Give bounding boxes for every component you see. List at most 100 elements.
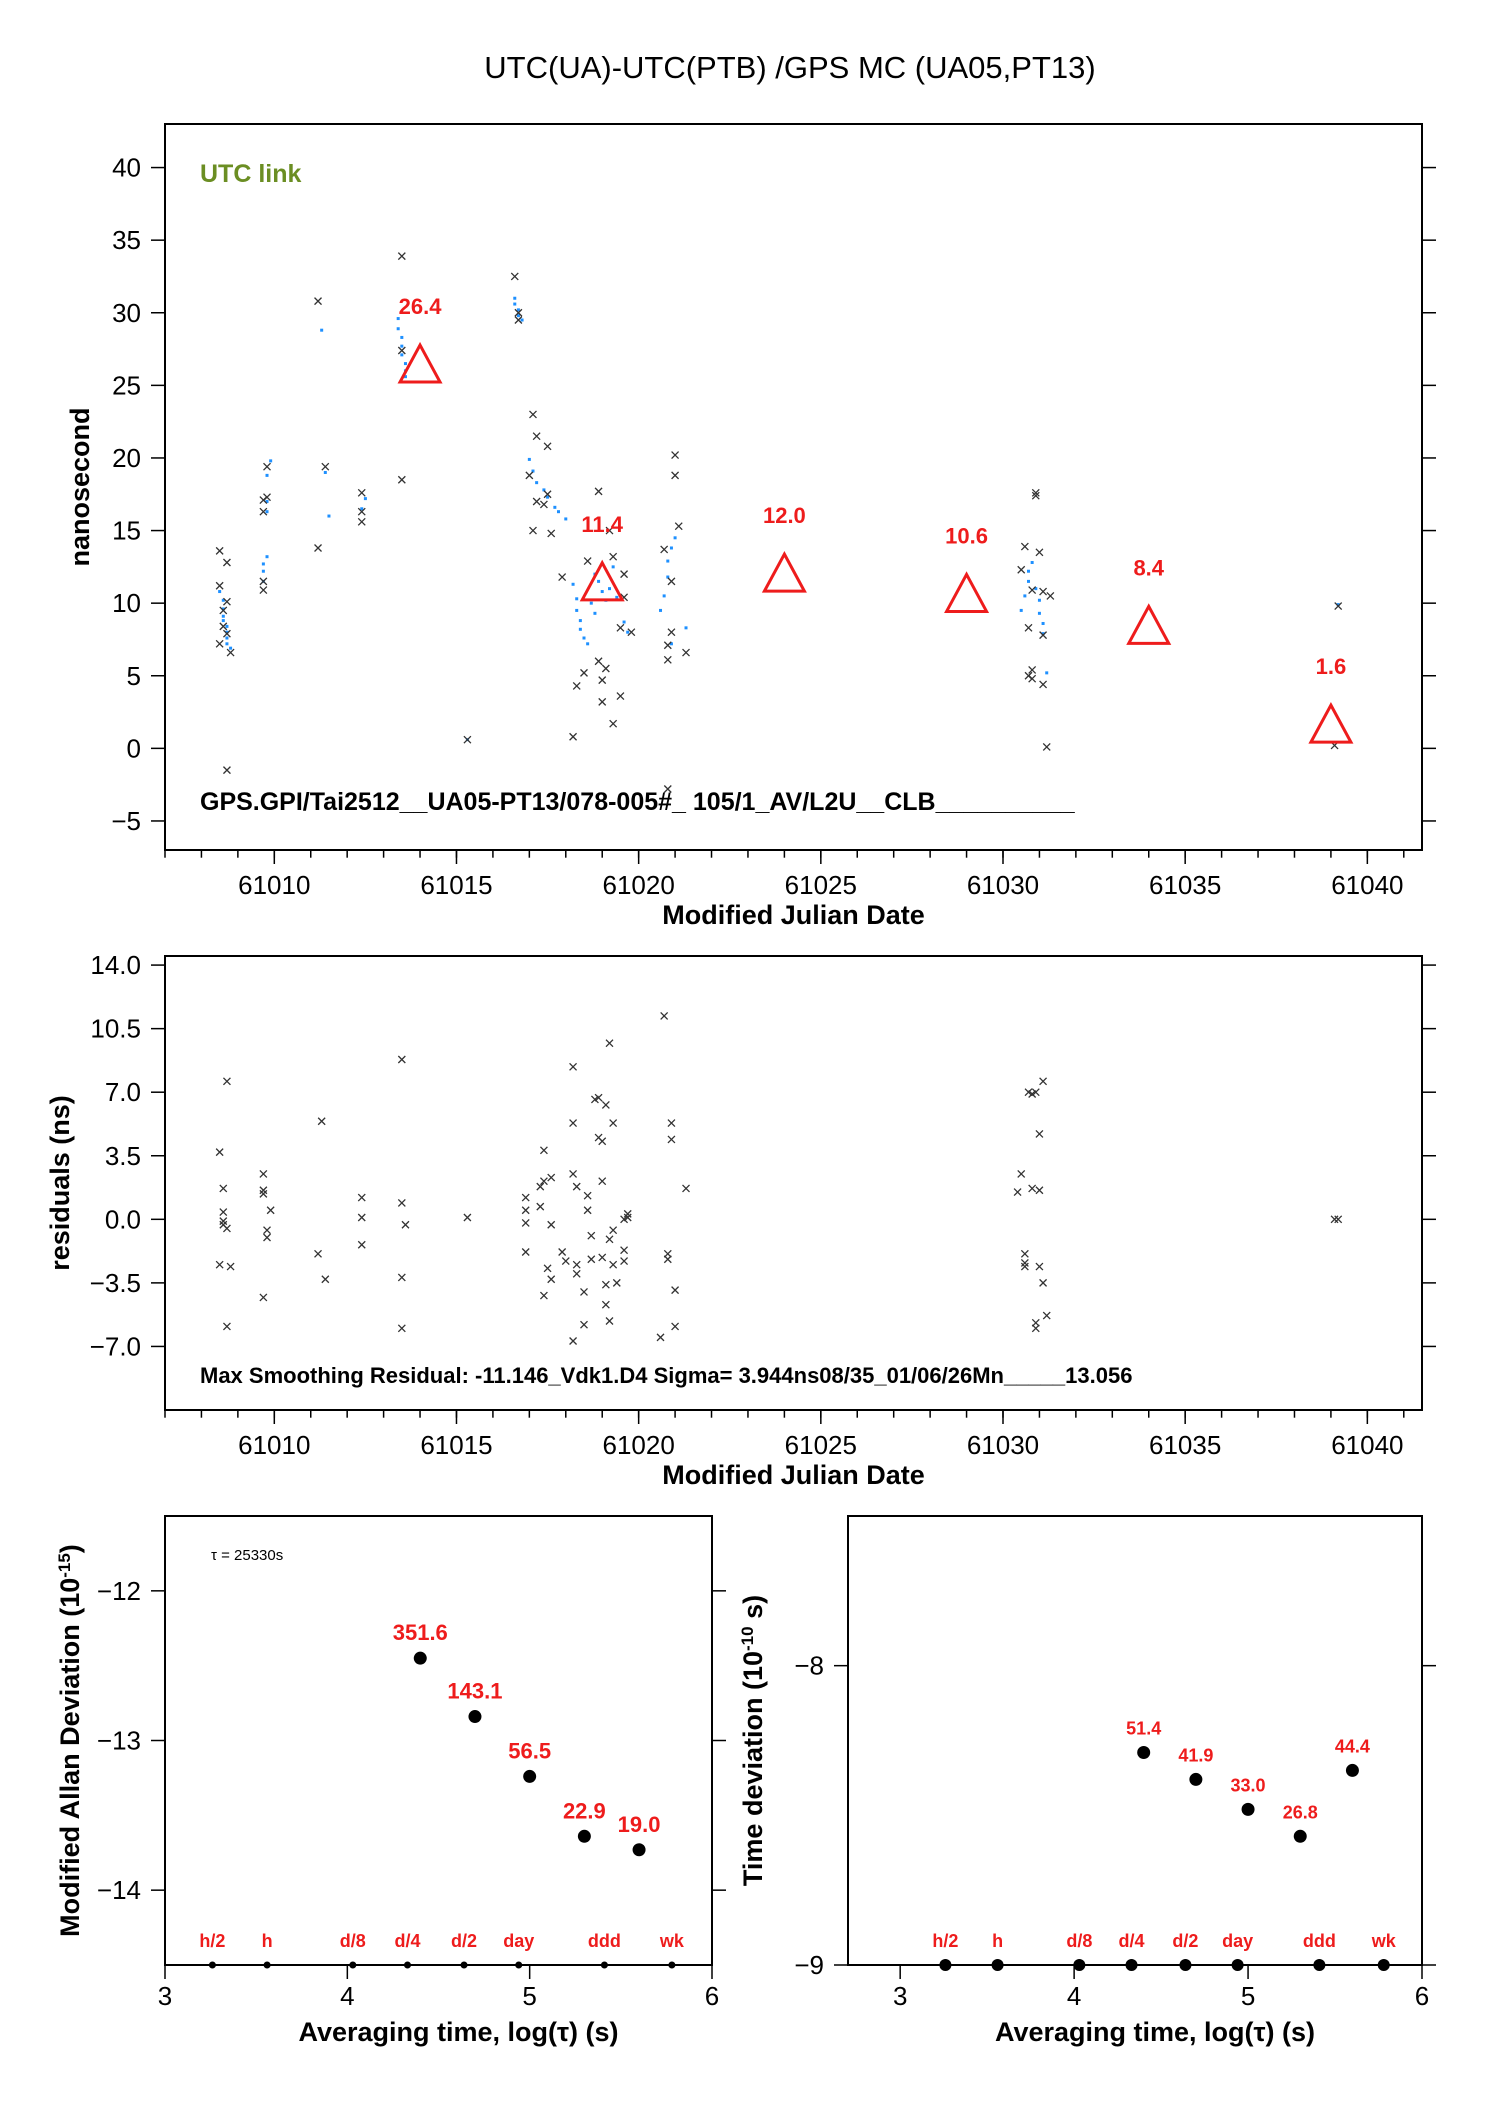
y-tick-label: −9	[794, 1950, 824, 1980]
data-cross	[226, 1262, 235, 1271]
data-cross	[521, 1193, 530, 1202]
data-dot	[684, 626, 688, 630]
data-cross	[529, 410, 537, 419]
data-cross	[215, 639, 224, 648]
y-tick-label: 5	[127, 661, 141, 691]
y-tick-label: −12	[97, 1576, 141, 1606]
data-cross	[609, 1226, 618, 1235]
interval-marker	[208, 1961, 216, 1969]
data-cross	[667, 1119, 676, 1128]
data-cross	[667, 577, 676, 586]
data-dot	[556, 510, 560, 514]
data-cross	[547, 1173, 556, 1182]
data-dot	[527, 457, 531, 461]
data-dot	[593, 611, 597, 615]
data-cross	[222, 629, 231, 638]
data-cross	[594, 657, 603, 666]
data-cross	[620, 570, 629, 579]
interval-label: h/2	[199, 1931, 225, 1951]
interval-marker	[1377, 1959, 1390, 1971]
data-dot	[659, 608, 663, 612]
data-cross	[397, 252, 406, 261]
data-cross	[616, 623, 625, 632]
data-cross	[215, 546, 224, 555]
data-cross	[1334, 602, 1343, 611]
data-dot	[265, 500, 269, 504]
data-cross	[601, 1300, 610, 1309]
deviation-point	[1293, 1829, 1307, 1843]
data-dot	[531, 469, 535, 473]
data-dot	[225, 624, 229, 628]
data-dot	[582, 636, 586, 640]
data-dot	[363, 497, 367, 501]
deviation-label: 22.9	[563, 1798, 606, 1823]
data-cross	[569, 732, 578, 741]
data-cross	[1020, 1258, 1029, 1267]
data-cross	[536, 1202, 545, 1211]
interval-label: d/8	[1066, 1931, 1092, 1951]
data-dot	[221, 619, 225, 623]
data-dot	[546, 495, 550, 499]
avg-triangle	[761, 550, 807, 593]
data-cross	[543, 1264, 552, 1273]
interval-label: wk	[659, 1931, 685, 1951]
data-cross	[263, 462, 271, 471]
data-dot	[669, 546, 673, 550]
data-cross	[1039, 1278, 1048, 1287]
data-dot	[221, 607, 225, 611]
data-dot	[513, 296, 517, 300]
avg-label: 10.6	[945, 523, 988, 548]
data-cross	[259, 1169, 268, 1178]
avg-triangle	[1308, 701, 1354, 744]
data-cross	[357, 507, 366, 516]
data-dot	[261, 569, 265, 573]
x-tick-label: 61030	[967, 870, 1039, 900]
data-cross	[580, 1288, 588, 1296]
data-cross	[671, 1322, 680, 1331]
y-tick-label: 20	[112, 443, 141, 473]
interval-label: ddd	[588, 1931, 621, 1951]
y-axis-title: Time deviation (10-10 s)	[738, 1595, 769, 1886]
data-cross	[627, 628, 636, 637]
data-cross	[357, 1240, 366, 1249]
y-tick-label: 35	[112, 225, 141, 255]
data-cross	[580, 1320, 588, 1329]
data-cross	[1046, 591, 1055, 600]
x-tick-label: 6	[705, 1981, 719, 2011]
data-dot	[225, 636, 229, 640]
deviation-label: 19.0	[618, 1812, 661, 1837]
interval-label: day	[503, 1931, 534, 1951]
data-cross	[1334, 1215, 1343, 1224]
data-dot	[575, 597, 579, 601]
data-cross	[583, 1191, 592, 1200]
data-cross	[580, 668, 588, 677]
avg-triangle	[397, 341, 443, 384]
data-cross	[671, 1286, 680, 1295]
data-cross	[1028, 1184, 1037, 1193]
data-cross	[222, 1077, 231, 1086]
data-cross	[357, 517, 366, 526]
data-cross	[605, 1317, 614, 1325]
data-cross	[539, 500, 548, 509]
data-cross	[572, 1269, 581, 1278]
data-dot	[1027, 579, 1031, 583]
avg-label: 8.4	[1133, 555, 1164, 580]
data-cross	[543, 490, 552, 499]
data-cross	[663, 785, 672, 793]
data-cross	[1013, 1188, 1022, 1197]
data-dot	[1336, 603, 1340, 607]
avg-label: 1.6	[1316, 654, 1347, 679]
data-cross	[266, 1206, 275, 1215]
data-dot	[1041, 621, 1045, 625]
data-cross	[532, 432, 541, 441]
data-cross	[598, 1177, 607, 1186]
data-cross	[598, 697, 607, 706]
data-cross	[620, 1246, 629, 1255]
data-cross	[1039, 587, 1048, 596]
data-dot	[669, 642, 673, 646]
data-dot	[265, 473, 269, 477]
data-cross	[660, 545, 669, 554]
x-tick-label: 5	[522, 1981, 536, 2011]
data-dot	[400, 353, 404, 357]
data-cross	[397, 1273, 406, 1282]
